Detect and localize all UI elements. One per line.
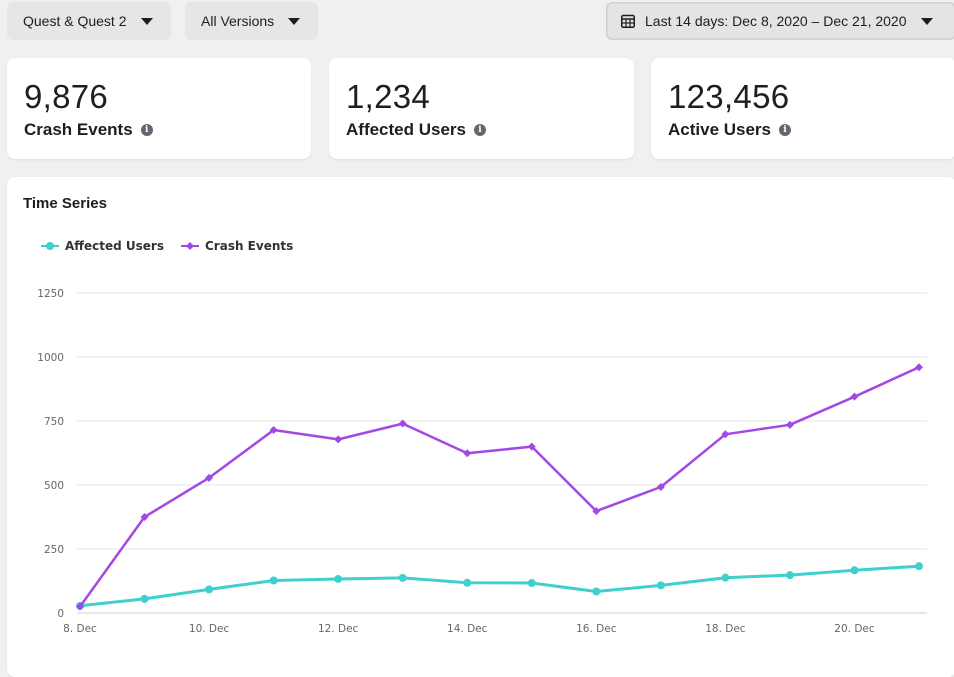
device-filter-dropdown[interactable]: Quest & Quest 2 [7, 2, 171, 40]
calendar-icon [621, 14, 635, 28]
legend-label: Crash Events [205, 239, 293, 253]
caret-down-icon [140, 17, 153, 25]
crash-events-card: 9,876 Crash Events i [7, 58, 311, 159]
data-point [656, 581, 665, 590]
affected-users-card: 1,234 Affected Users i [329, 58, 634, 159]
data-point [592, 507, 601, 516]
caret-down-icon [288, 17, 301, 25]
caret-down-icon [920, 17, 933, 25]
series-line [78, 366, 920, 608]
y-tick-label: 1000 [37, 352, 64, 364]
data-point [205, 585, 214, 594]
data-point [915, 562, 923, 571]
x-tick-label: 18. Dec [705, 623, 746, 635]
active-users-card: 123,456 Active Users i [651, 58, 954, 159]
series-line [79, 564, 920, 608]
data-point [463, 449, 472, 458]
version-filter-dropdown[interactable]: All Versions [185, 2, 318, 40]
time-series-chart: 0 250 500 750 1000 1250 8. Dec 10. Dec 12. Dec 14… [37, 239, 927, 635]
data-point [398, 573, 407, 582]
crash-events-value: 9,876 [24, 78, 109, 115]
crash-events-title: Crash Events i [24, 120, 153, 140]
date-range-label: Last 14 days: Dec 8, 2020 – Dec 21, 2020 [645, 13, 907, 29]
data-point [656, 483, 665, 492]
data-point [592, 587, 601, 596]
legend-swatch-marker [186, 242, 194, 250]
y-tick-label: 250 [44, 544, 64, 556]
active-users-value: 123,456 [668, 78, 790, 115]
data-point [463, 578, 472, 587]
data-point [785, 420, 794, 429]
legend-label: Affected Users [65, 239, 164, 253]
y-tick-label: 1250 [37, 288, 64, 300]
data-point [269, 425, 278, 434]
y-tick-label: 750 [44, 416, 64, 428]
y-tick-label: 500 [44, 480, 64, 492]
date-range-dropdown[interactable]: Last 14 days: Dec 8, 2020 – Dec 21, 2020 [606, 2, 954, 40]
data-point [527, 442, 536, 451]
time-series-card: Time Series 0 250 500 750 1000 1250 8. Dec 10. … [7, 177, 954, 677]
affected-users-value: 1,234 [346, 78, 431, 115]
data-point [850, 566, 859, 575]
device-filter-label: Quest & Quest 2 [23, 13, 127, 29]
data-point [785, 571, 794, 580]
data-point [76, 602, 84, 611]
data-point [721, 430, 730, 439]
x-tick-label: 14. Dec [447, 623, 488, 635]
affected-users-label: Affected Users [346, 120, 466, 139]
data-point [915, 363, 923, 372]
data-point [527, 579, 536, 588]
active-users-label: Active Users [668, 120, 772, 139]
x-tick-label: 10. Dec [189, 623, 230, 635]
x-tick-label: 8. Dec [63, 623, 97, 635]
crash-events-label: Crash Events [24, 120, 133, 139]
data-point [140, 513, 149, 521]
data-point [140, 594, 149, 603]
data-point [721, 573, 730, 582]
y-tick-label: 0 [57, 608, 64, 620]
legend-swatch-marker [46, 242, 54, 250]
data-point [398, 419, 407, 428]
data-point [269, 576, 278, 585]
x-tick-label: 12. Dec [318, 623, 359, 635]
info-icon[interactable]: i [474, 124, 486, 136]
x-tick-label: 16. Dec [576, 623, 617, 635]
data-point [334, 435, 343, 444]
chart-title: Time Series [23, 195, 107, 212]
version-filter-label: All Versions [201, 13, 275, 29]
data-point [205, 473, 214, 482]
active-users-title: Active Users i [668, 120, 792, 140]
x-tick-label: 20. Dec [834, 623, 875, 635]
info-icon[interactable]: i [779, 124, 792, 136]
data-point [850, 392, 859, 401]
affected-users-title: Affected Users i [346, 120, 486, 140]
data-point [334, 574, 343, 583]
info-icon[interactable]: i [140, 124, 153, 136]
